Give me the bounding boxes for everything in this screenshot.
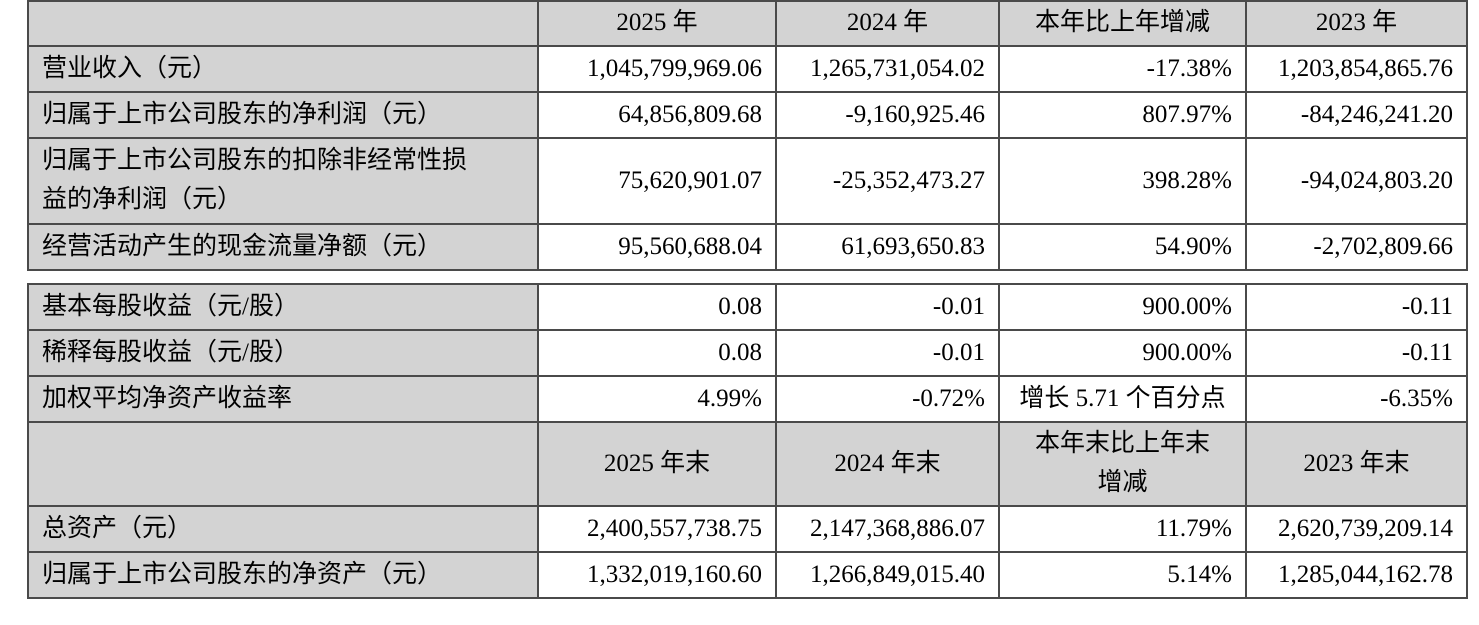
value-change: 11.79% — [998, 505, 1247, 553]
value-2023: -6.35% — [1245, 375, 1468, 423]
section-separator — [27, 271, 1466, 283]
table-row: 加权平均净资产收益率 4.99% -0.72% 增长 5.71 个百分点 -6.… — [27, 375, 1468, 423]
value-2025: 4.99% — [537, 375, 777, 423]
table-header-row: 2025 年末 2024 年末 本年末比上年末增减 2023 年末 — [27, 421, 1468, 507]
value-2025: 75,620,901.07 — [537, 137, 777, 225]
metric-label: 归属于上市公司股东的扣除非经常性损益的净利润（元） — [27, 137, 539, 225]
value-2025: 64,856,809.68 — [537, 91, 777, 139]
value-2023: -2,702,809.66 — [1245, 223, 1468, 271]
table-row: 总资产（元） 2,400,557,738.75 2,147,368,886.07… — [27, 505, 1468, 553]
col-header-yearend-change: 本年末比上年末增减 — [998, 421, 1247, 507]
table-row: 经营活动产生的现金流量净额（元） 95,560,688.04 61,693,65… — [27, 223, 1468, 271]
col-header-2025: 2025 年 — [537, 0, 777, 47]
value-2025: 95,560,688.04 — [537, 223, 777, 271]
value-2024: 1,266,849,015.40 — [775, 551, 1000, 599]
value-2023: -94,024,803.20 — [1245, 137, 1468, 225]
table-row: 归属于上市公司股东的净利润（元） 64,856,809.68 -9,160,92… — [27, 91, 1468, 139]
value-2024: 61,693,650.83 — [775, 223, 1000, 271]
per-share-and-yearend-table: 基本每股收益（元/股） 0.08 -0.01 900.00% -0.11 稀释每… — [27, 283, 1468, 599]
value-2025: 0.08 — [537, 329, 777, 377]
col-header-blank — [27, 421, 539, 507]
col-header-2024: 2024 年 — [775, 0, 1000, 47]
table-row: 营业收入（元） 1,045,799,969.06 1,265,731,054.0… — [27, 45, 1468, 93]
value-change: 54.90% — [998, 223, 1247, 271]
metric-label-text: 归属于上市公司股东的扣除非经常性损益的净利润（元） — [42, 147, 468, 213]
value-2025: 1,332,019,160.60 — [537, 551, 777, 599]
value-change: 增长 5.71 个百分点 — [998, 375, 1247, 423]
col-header-2023: 2023 年 — [1245, 0, 1468, 47]
metric-label: 归属于上市公司股东的净资产（元） — [27, 551, 539, 599]
table-header-row: 2025 年 2024 年 本年比上年增减 2023 年 — [27, 0, 1468, 47]
value-change: 5.14% — [998, 551, 1247, 599]
value-2023: 1,285,044,162.78 — [1245, 551, 1468, 599]
col-header-blank — [27, 0, 539, 47]
value-2023: 1,203,854,865.76 — [1245, 45, 1468, 93]
value-2024: -0.01 — [775, 283, 1000, 331]
value-2025: 1,045,799,969.06 — [537, 45, 777, 93]
table-row: 稀释每股收益（元/股） 0.08 -0.01 900.00% -0.11 — [27, 329, 1468, 377]
value-change: -17.38% — [998, 45, 1247, 93]
value-2025: 0.08 — [537, 283, 777, 331]
col-header-2025-yearend: 2025 年末 — [537, 421, 777, 507]
table-row: 归属于上市公司股东的扣除非经常性损益的净利润（元） 75,620,901.07 … — [27, 137, 1468, 225]
value-2023: -84,246,241.20 — [1245, 91, 1468, 139]
value-2023: 2,620,739,209.14 — [1245, 505, 1468, 553]
col-header-2023-yearend: 2023 年末 — [1245, 421, 1468, 507]
table-row: 归属于上市公司股东的净资产（元） 1,332,019,160.60 1,266,… — [27, 551, 1468, 599]
value-2024: -9,160,925.46 — [775, 91, 1000, 139]
value-2023: -0.11 — [1245, 283, 1468, 331]
value-2024: -25,352,473.27 — [775, 137, 1000, 225]
value-change: 900.00% — [998, 283, 1247, 331]
metric-label: 稀释每股收益（元/股） — [27, 329, 539, 377]
value-change: 900.00% — [998, 329, 1247, 377]
metric-label: 加权平均净资产收益率 — [27, 375, 539, 423]
value-2023: -0.11 — [1245, 329, 1468, 377]
table-row: 基本每股收益（元/股） 0.08 -0.01 900.00% -0.11 — [27, 283, 1468, 331]
value-2025: 2,400,557,738.75 — [537, 505, 777, 553]
metric-label: 归属于上市公司股东的净利润（元） — [27, 91, 539, 139]
metric-label: 总资产（元） — [27, 505, 539, 553]
value-change: 398.28% — [998, 137, 1247, 225]
annual-figures-table: 2025 年 2024 年 本年比上年增减 2023 年 营业收入（元） 1,0… — [27, 0, 1468, 271]
value-2024: 2,147,368,886.07 — [775, 505, 1000, 553]
col-header-yearend-change-text: 本年末比上年末增减 — [1034, 430, 1210, 496]
value-2024: 1,265,731,054.02 — [775, 45, 1000, 93]
value-change: 807.97% — [998, 91, 1247, 139]
financial-summary-tables: 2025 年 2024 年 本年比上年增减 2023 年 营业收入（元） 1,0… — [27, 0, 1468, 599]
value-2024: -0.72% — [775, 375, 1000, 423]
value-2024: -0.01 — [775, 329, 1000, 377]
metric-label: 营业收入（元） — [27, 45, 539, 93]
metric-label: 基本每股收益（元/股） — [27, 283, 539, 331]
metric-label: 经营活动产生的现金流量净额（元） — [27, 223, 539, 271]
col-header-change: 本年比上年增减 — [998, 0, 1247, 47]
col-header-2024-yearend: 2024 年末 — [775, 421, 1000, 507]
